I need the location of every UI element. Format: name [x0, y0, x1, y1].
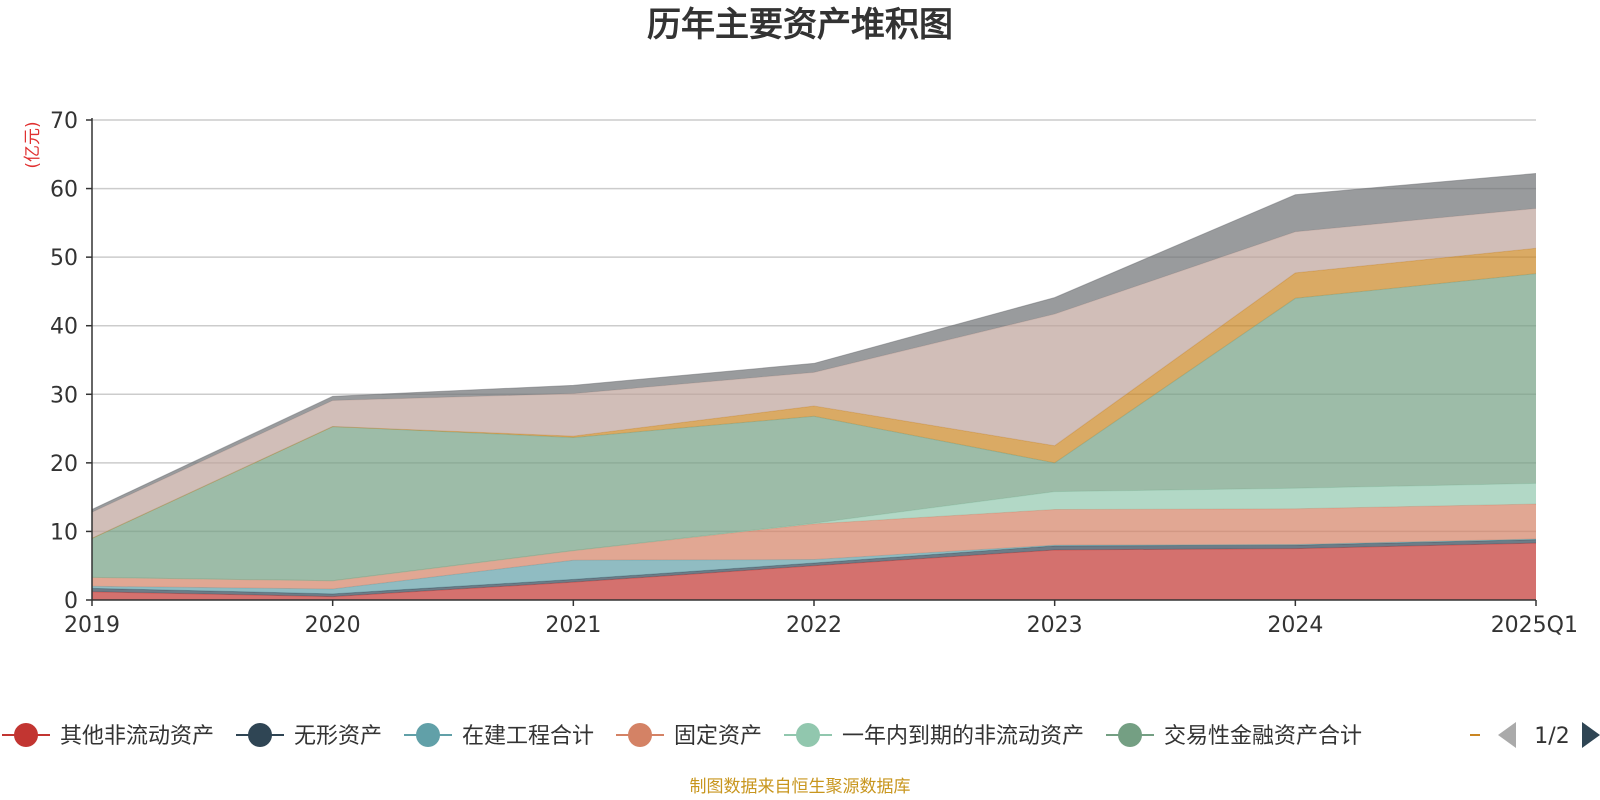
legend-page-indicator: 1/2: [1534, 724, 1569, 749]
y-tick-label: 50: [50, 246, 78, 271]
legend-marker-icon: [14, 723, 38, 747]
area-series: [92, 543, 1536, 600]
area-series: [92, 504, 1536, 590]
y-tick-label: 70: [50, 109, 78, 134]
axes: 0 10 20 30 40 50 60 70 2019 2020 2021 2022 2023 2024 2…: [50, 109, 1578, 638]
legend-label: 其他非流动资产: [60, 724, 214, 749]
legend-marker-icon: [796, 723, 820, 747]
y-tick-label: 60: [50, 178, 78, 203]
legend-label: 交易性金融资产合计: [1164, 724, 1362, 749]
legend-label: 在建工程合计: [462, 724, 594, 749]
area-series: [92, 538, 1536, 594]
legend-item[interactable]: 无形资产: [236, 723, 382, 749]
legend: 其他非流动资产 无形资产 在建工程合计 固定资产 一年内到期的非流动资产 交易性金融资产合…: [2, 722, 1600, 749]
area-series: [92, 273, 1536, 581]
legend-marker-icon: [248, 723, 272, 747]
legend-label: 固定资产: [674, 724, 762, 749]
y-tick-label: 20: [50, 452, 78, 477]
data-source-note: 制图数据来自恒生聚源数据库: [690, 777, 911, 797]
legend-item[interactable]: 交易性金融资产合计: [1106, 723, 1362, 749]
x-tick-label: 2023: [1027, 613, 1083, 638]
legend-next-page-icon[interactable]: [1582, 722, 1600, 748]
chart-title: 历年主要资产堆积图: [647, 5, 953, 45]
x-tick-label: 2020: [305, 613, 361, 638]
x-tick-label: 2022: [786, 613, 842, 638]
y-tick-label: 10: [50, 520, 78, 545]
y-tick-label: 0: [64, 589, 78, 614]
legend-marker-icon: [1118, 723, 1142, 747]
area-series-edge: [91, 172, 1537, 510]
legend-item[interactable]: 固定资产: [616, 723, 762, 749]
x-tick-label: 2025Q1: [1491, 613, 1578, 638]
legend-label: 无形资产: [294, 724, 382, 749]
area-series-group: [91, 172, 1537, 600]
legend-item[interactable]: 一年内到期的非流动资产: [784, 723, 1084, 749]
area-series: [92, 539, 1536, 597]
x-tick-label: 2019: [64, 613, 120, 638]
area-series: [92, 248, 1536, 539]
legend-prev-page-icon[interactable]: [1498, 722, 1516, 748]
y-tick-label: 40: [50, 315, 78, 340]
area-series: [92, 483, 1536, 581]
legend-item[interactable]: 其他非流动资产: [2, 723, 214, 749]
area-series: [92, 208, 1536, 539]
y-tick-label: 30: [50, 383, 78, 408]
legend-marker-icon: [628, 723, 652, 747]
y-axis-unit-label: (亿元): [23, 121, 43, 168]
legend-label: 一年内到期的非流动资产: [842, 724, 1084, 749]
legend-marker-icon: [416, 723, 440, 747]
x-tick-label: 2021: [545, 613, 601, 638]
area-series: [92, 173, 1536, 513]
legend-item[interactable]: 在建工程合计: [404, 723, 594, 749]
x-tick-label: 2024: [1267, 613, 1323, 638]
